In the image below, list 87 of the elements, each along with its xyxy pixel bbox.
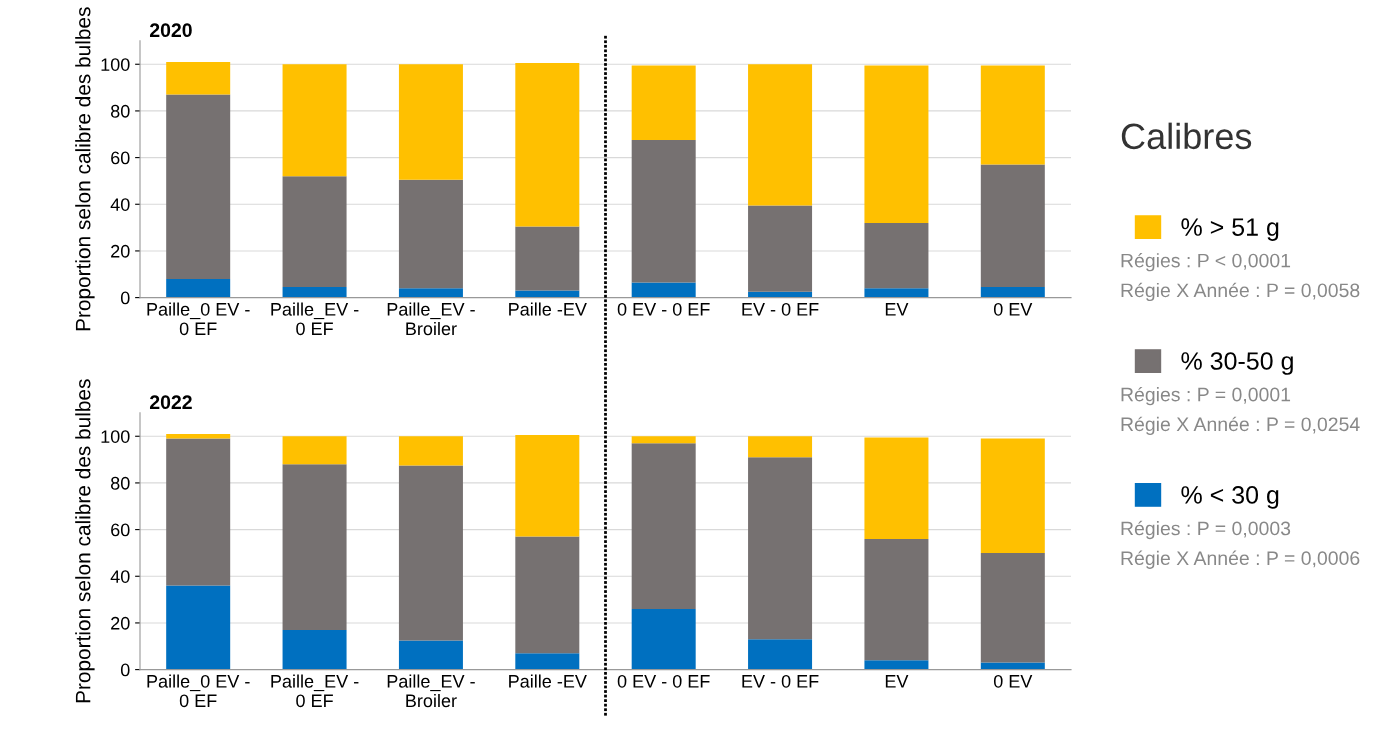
- text: Régie X Année : P = 0,0254: [1121, 416, 1360, 435]
- bar: [282, 64, 347, 177]
- y-tick-label: 100: [101, 430, 130, 443]
- text: Régies : P = 0,0003: [1121, 520, 1291, 540]
- bar: [282, 176, 347, 288]
- bar: [166, 278, 231, 298]
- text: Régie X Année : P = 0,0058: [1121, 282, 1360, 302]
- bar: [515, 536, 580, 654]
- bar: [398, 288, 463, 298]
- bar: [166, 438, 231, 586]
- text: Régies : P = 0,0001: [1121, 386, 1291, 406]
- x-tick-label: Paille_EV - 0 EF: [271, 674, 359, 708]
- bar: [282, 629, 347, 670]
- y-axis-title: Proportion selon calibre des bulbes: [75, 379, 95, 703]
- x-tick-label: Paille_0 EV - 0 EF: [147, 302, 250, 336]
- bar: [515, 226, 580, 291]
- x-tick-label: 0 EV: [993, 302, 1033, 316]
- x-tick-label: Paille_EV - 0 EF: [271, 302, 359, 336]
- text: Régies : P < 0,0001: [1121, 252, 1291, 272]
- bar: [398, 436, 463, 466]
- bar: [864, 288, 929, 298]
- bar: [631, 282, 696, 298]
- bar: [166, 94, 231, 279]
- bar: [748, 205, 813, 292]
- bar: [398, 465, 463, 641]
- bar: [864, 660, 929, 670]
- x-tick-label: 0 EV: [993, 674, 1033, 688]
- bar: [864, 538, 929, 661]
- y-tick-label: 80: [110, 104, 130, 118]
- bar: [631, 443, 696, 609]
- bar: [748, 457, 813, 640]
- bar: [631, 436, 696, 444]
- chart-title: 2020: [149, 23, 192, 38]
- y-tick-label: 20: [111, 244, 130, 258]
- y-tick-label: 0: [120, 663, 130, 677]
- bar: [515, 63, 580, 227]
- bar: [282, 464, 347, 630]
- bar: [398, 64, 463, 180]
- y-tick-label: 40: [110, 570, 130, 583]
- bar: [748, 639, 813, 670]
- bar: [398, 179, 463, 289]
- bar: [980, 65, 1045, 165]
- x-tick-label: EV - 0 EF: [742, 302, 819, 316]
- y-tick-label: 60: [111, 523, 130, 537]
- legend-label: % 30-50 g: [1181, 352, 1293, 375]
- x-tick-label: Paille_EV - Broiler: [387, 302, 475, 336]
- bar: [864, 437, 929, 539]
- bar: [166, 433, 231, 439]
- y-tick-label: 60: [111, 151, 130, 165]
- bar: [515, 653, 580, 670]
- bar: [398, 640, 463, 670]
- bar: [631, 608, 696, 670]
- legend-label: % < 30 g: [1181, 486, 1279, 509]
- bar: [282, 436, 347, 465]
- x-tick-label: 0 EV - 0 EF: [617, 674, 710, 688]
- bar: [515, 435, 580, 537]
- x-tick-label: Paille_0 EV - 0 EF: [147, 674, 250, 708]
- x-tick-label: EV - 0 EF: [742, 674, 819, 688]
- x-tick-label: 0 EV - 0 EF: [617, 302, 710, 316]
- bar: [864, 222, 929, 289]
- x-tick-label: EV: [885, 675, 909, 688]
- bar: [166, 585, 231, 670]
- x-tick-label: Paille_EV - Broiler: [387, 674, 475, 708]
- legend-label: % > 51 g: [1181, 218, 1279, 241]
- y-tick-label: 80: [110, 476, 130, 490]
- bar: [748, 64, 813, 206]
- bar: [748, 436, 813, 458]
- text: Régie X Année : P = 0,0006: [1121, 550, 1360, 569]
- y-tick-label: 100: [101, 58, 130, 71]
- y-tick-label: 20: [111, 616, 130, 630]
- chart-title: 2022: [149, 395, 192, 410]
- legend-title: Calibres: [1121, 122, 1252, 150]
- bar: [980, 164, 1045, 288]
- y-tick-label: 40: [110, 198, 130, 211]
- bar: [980, 552, 1045, 663]
- bar: [980, 287, 1045, 298]
- x-tick-label: Paille -EV: [509, 302, 587, 316]
- bar: [166, 61, 231, 95]
- bar: [631, 140, 696, 283]
- y-tick-label: 0: [120, 291, 130, 305]
- x-tick-label: EV: [885, 303, 909, 316]
- bar: [282, 287, 347, 298]
- y-axis-title: Proportion selon calibre des bulbes: [75, 7, 95, 331]
- x-tick-label: Paille -EV: [509, 674, 587, 688]
- bar: [864, 65, 929, 223]
- bar: [631, 65, 696, 141]
- bar: [980, 438, 1045, 553]
